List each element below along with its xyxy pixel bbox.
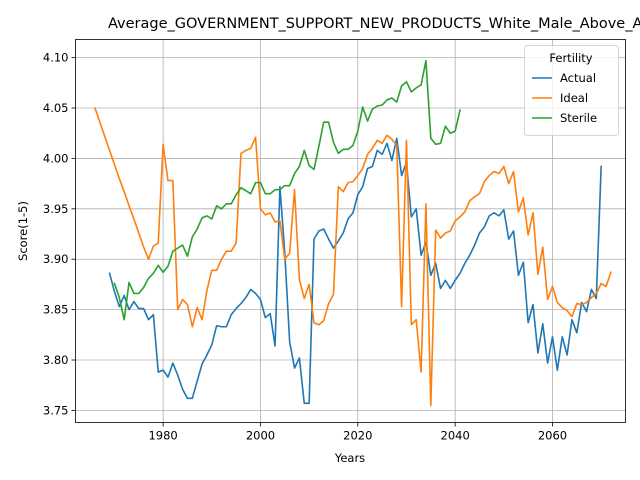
y-tick-label: 4.10 <box>43 51 69 65</box>
plot-frame <box>75 39 626 423</box>
legend-label-ideal: Ideal <box>560 91 588 105</box>
y-tick-label: 4.00 <box>43 151 69 165</box>
series-line-ideal <box>93 107 612 407</box>
y-tick-label: 3.95 <box>43 202 69 216</box>
legend: Fertility Actual Ideal Sterile <box>524 45 619 136</box>
legend-title: Fertility <box>549 51 592 65</box>
y-tick-label: 3.75 <box>43 403 69 417</box>
x-axis-ticks: 1980 2000 2020 2040 2060 <box>148 422 567 443</box>
series-lines <box>93 59 612 407</box>
x-axis-label: Years <box>334 451 365 465</box>
series-line-sterile <box>113 59 461 321</box>
series-line-actual <box>108 137 602 405</box>
y-tick-label: 4.05 <box>43 101 69 115</box>
x-tick-label: 2020 <box>343 429 372 443</box>
y-axis-label: Score(1-5) <box>16 201 30 261</box>
legend-label-sterile: Sterile <box>560 111 597 125</box>
y-tick-label: 3.85 <box>43 303 69 317</box>
y-axis-ticks: 3.75 3.80 3.85 3.90 3.95 4.00 4.05 4.10 <box>43 51 76 417</box>
x-tick-label: 2040 <box>441 429 470 443</box>
y-tick-label: 3.80 <box>43 353 69 367</box>
x-tick-label: 2000 <box>246 429 275 443</box>
x-tick-label: 2060 <box>538 429 567 443</box>
legend-label-actual: Actual <box>560 71 596 85</box>
chart-title: Average_GOVERNMENT_SUPPORT_NEW_PRODUCTS_… <box>108 16 640 32</box>
legend-box <box>524 45 619 136</box>
x-tick-label: 1980 <box>148 429 177 443</box>
y-tick-label: 3.90 <box>43 252 69 266</box>
